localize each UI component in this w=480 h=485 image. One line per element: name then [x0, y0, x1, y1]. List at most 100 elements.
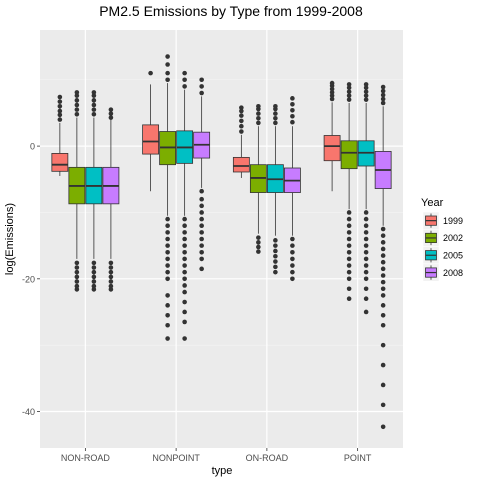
outlier-point — [363, 230, 369, 235]
outlier-point — [363, 210, 369, 215]
outlier-point — [91, 107, 97, 112]
outlier-point — [165, 54, 170, 59]
box-non-road-1999 — [51, 94, 69, 176]
outlier-point — [363, 249, 369, 255]
outlier-point — [108, 107, 114, 112]
outlier-point — [165, 313, 170, 318]
y-axis: 0 -20 -40 — [22, 142, 40, 417]
box-point-2002 — [340, 82, 358, 302]
outlier-point — [165, 77, 170, 83]
outlier-point — [199, 196, 204, 202]
outlier-point — [165, 249, 170, 255]
x-tick-label: NON-ROAD — [61, 453, 110, 463]
outlier-point — [91, 287, 97, 292]
outlier-point — [199, 210, 204, 215]
outlier-point — [57, 104, 63, 109]
box-body — [340, 140, 358, 170]
x-tick-label: NONPOINT — [152, 453, 200, 463]
outlier-point — [346, 286, 352, 292]
outlier-point — [273, 238, 278, 243]
outlier-point — [182, 230, 187, 235]
outlier-point — [346, 210, 352, 215]
outlier-point — [290, 119, 295, 125]
box-point-2008 — [374, 84, 392, 430]
legend-label: 2008 — [443, 268, 463, 278]
outlier-point — [380, 233, 386, 238]
outlier-point — [346, 256, 352, 262]
outlier-point — [239, 123, 244, 129]
outlier-point — [199, 266, 204, 272]
outlier-point — [91, 265, 97, 270]
legend: Year 1999 2002 2005 2008 — [421, 197, 463, 282]
outlier-point — [165, 216, 170, 222]
outlier-point — [91, 93, 97, 98]
outlier-point — [74, 269, 80, 275]
outlier-point — [182, 263, 187, 268]
outlier-point — [91, 260, 97, 266]
y-tick-label: -40 — [22, 407, 35, 417]
outlier-point — [182, 336, 187, 341]
outlier-point — [346, 216, 352, 222]
outlier-point — [256, 111, 261, 116]
outlier-point — [108, 274, 114, 280]
outlier-point — [363, 243, 369, 248]
chart-title: PM2.5 Emissions by Type from 1999-2008 — [99, 3, 363, 19]
outlier-point — [329, 93, 335, 98]
outlier-point — [199, 216, 204, 222]
outlier-point — [165, 293, 170, 298]
outlier-point — [91, 98, 97, 103]
outlier-point — [108, 283, 114, 289]
outlier-point — [256, 244, 261, 250]
outlier-point — [148, 70, 153, 76]
box-layer — [51, 54, 392, 430]
outlier-point — [273, 259, 278, 264]
outlier-point — [91, 90, 97, 95]
outlier-point — [199, 230, 204, 235]
outlier-point — [74, 260, 80, 266]
outlier-point — [57, 112, 63, 118]
outlier-point — [165, 263, 170, 268]
box-body — [323, 135, 341, 162]
legend-label: 1999 — [443, 216, 463, 226]
outlier-point — [199, 249, 204, 255]
outlier-point — [273, 120, 278, 126]
outlier-point — [182, 276, 187, 282]
outlier-point — [57, 94, 63, 100]
legend-item-1999: 1999 — [422, 211, 463, 230]
outlier-point — [165, 236, 170, 242]
x-tick-label: ON-ROAD — [246, 453, 289, 463]
box-nonpoint-2002 — [159, 54, 177, 341]
outlier-point — [165, 230, 170, 235]
outlier-point — [290, 107, 295, 113]
outlier-point — [74, 107, 80, 112]
outlier-point — [182, 289, 187, 295]
outlier-point — [346, 296, 352, 302]
outlier-point — [108, 111, 114, 116]
legend-item-2008: 2008 — [422, 263, 463, 282]
outlier-point — [74, 93, 80, 98]
outlier-point — [74, 111, 80, 117]
outlier-point — [74, 279, 80, 284]
box-on-road-2008 — [283, 96, 301, 282]
outlier-point — [74, 265, 80, 270]
box-nonpoint-2008 — [193, 77, 211, 272]
outlier-point — [165, 336, 170, 341]
outlier-point — [346, 276, 352, 282]
outlier-point — [290, 256, 295, 262]
outlier-point — [74, 274, 80, 280]
outlier-point — [380, 362, 386, 368]
outlier-point — [380, 303, 386, 308]
outlier-point — [290, 263, 295, 268]
outlier-point — [165, 62, 170, 67]
outlier-point — [182, 223, 187, 229]
outlier-point — [380, 96, 386, 102]
outlier-point — [346, 230, 352, 235]
box-on-road-2005 — [266, 104, 284, 275]
outlier-point — [380, 266, 386, 272]
outlier-point — [199, 223, 204, 229]
outlier-point — [380, 92, 386, 98]
outlier-point — [165, 303, 170, 308]
outlier-point — [165, 269, 170, 275]
outlier-point — [108, 115, 114, 120]
